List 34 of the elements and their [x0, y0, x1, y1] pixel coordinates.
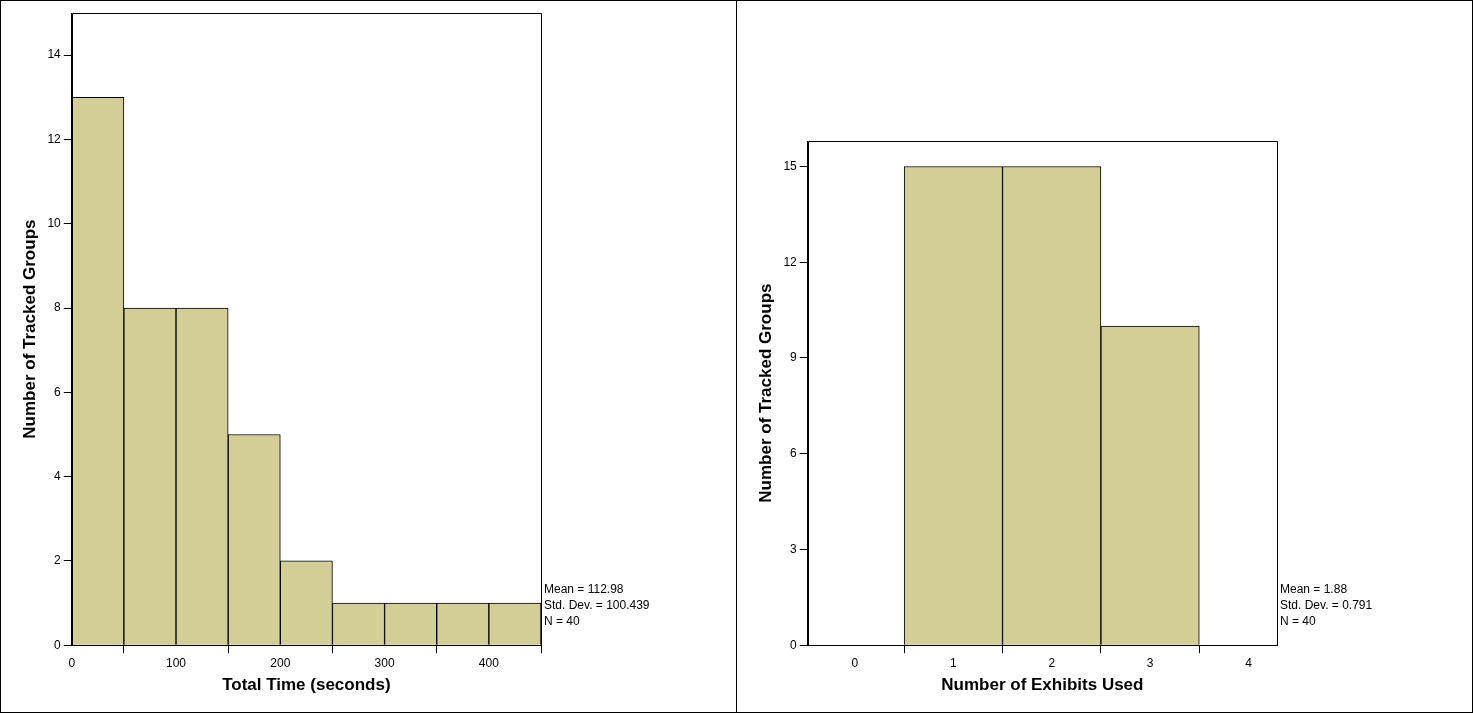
- x-axis-title: Total Time (seconds): [222, 675, 391, 695]
- y-tick-label: 15: [783, 158, 798, 173]
- y-tick-label: 4: [54, 468, 62, 483]
- y-tick-label: 6: [54, 384, 62, 399]
- x-tick-label: 1: [950, 655, 957, 670]
- y-tick-label: 8: [54, 300, 62, 315]
- y-axis-title: Number of Tracked Groups: [19, 219, 39, 439]
- text: Mean = 1.88: [1280, 581, 1348, 596]
- y-tick-label: 2: [54, 553, 62, 568]
- y-tick-label: 12: [783, 254, 798, 269]
- y-tick-label: 0: [790, 637, 798, 652]
- x-tick-label: 0: [851, 655, 859, 670]
- y-tick-label: 10: [47, 216, 62, 231]
- x-tick-label: 400: [478, 655, 500, 670]
- x-tick-label: 3: [1146, 655, 1154, 670]
- text: Std. Dev. = 100.439: [544, 597, 650, 612]
- x-tick-label: 2: [1048, 655, 1056, 670]
- text: Std. Dev. = 0.791: [1280, 597, 1373, 612]
- text: N = 40: [1280, 613, 1317, 628]
- y-tick-label: 12: [47, 131, 62, 146]
- x-tick-label: 4: [1245, 655, 1253, 670]
- y-tick-label: 14: [47, 47, 62, 62]
- y-axis-title: Number of Tracked Groups: [755, 283, 775, 503]
- y-tick-label: 0: [54, 637, 62, 652]
- y-tick-label: 9: [790, 350, 798, 365]
- x-tick-label: 100: [166, 655, 187, 670]
- y-tick-label: 6: [790, 446, 798, 461]
- text: Mean = 112.98: [544, 581, 624, 596]
- text: N = 40: [544, 613, 581, 628]
- x-tick-label: 300: [374, 655, 395, 670]
- x-tick-label: 200: [270, 655, 291, 670]
- x-axis-title: Number of Exhibits Used: [941, 675, 1144, 695]
- y-tick-label: 3: [790, 541, 798, 556]
- x-tick-label: 0: [68, 655, 76, 670]
